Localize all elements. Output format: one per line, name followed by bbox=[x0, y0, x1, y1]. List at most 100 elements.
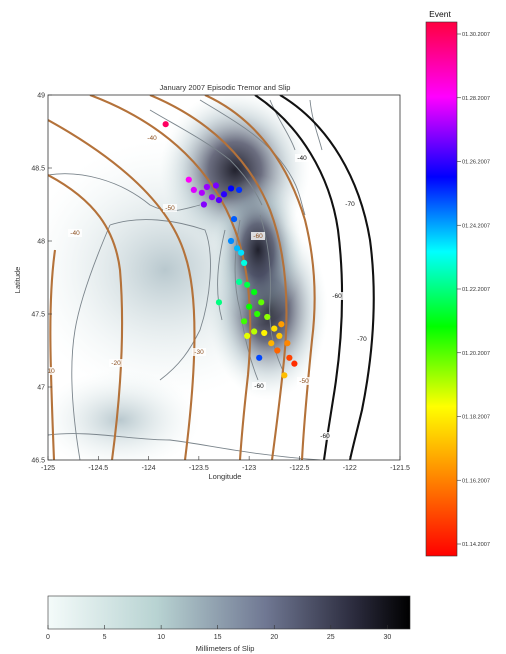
tremor-event-point bbox=[162, 121, 169, 128]
y-tick-label: 46.5 bbox=[31, 458, 45, 465]
slip-colorbar-label: Millimeters of Slip bbox=[196, 644, 255, 653]
tremor-event-point bbox=[203, 183, 211, 191]
event-tick-label: 01.14.2007 bbox=[462, 542, 490, 548]
slab-contour-label: -60 bbox=[251, 232, 265, 240]
tremor-event-point bbox=[215, 197, 223, 204]
slip-contour-label: -60 bbox=[252, 382, 266, 390]
y-tick-label: 48.5 bbox=[31, 166, 45, 173]
plot-area: -10 -20 -30 -40 -50 -60 -50 -40 -40 -60 … bbox=[45, 95, 400, 460]
slab-contour-label: -50 bbox=[297, 377, 311, 385]
tremor-event-point bbox=[251, 328, 258, 335]
tremor-event-point bbox=[241, 318, 248, 325]
slip-contour-70 bbox=[279, 95, 375, 460]
slab-contour-50 bbox=[149, 95, 288, 460]
tremor-event-point bbox=[230, 216, 238, 223]
slip-tick-label: 0 bbox=[46, 634, 50, 641]
hood-canal bbox=[217, 229, 226, 321]
event-colorbar-title: Event bbox=[429, 9, 451, 19]
tremor-event-point bbox=[200, 201, 207, 208]
y-axis-ticks: 49 48.5 48 47.5 47 46.5 bbox=[31, 93, 52, 465]
coastline-west bbox=[71, 224, 111, 460]
tremor-event-point bbox=[241, 259, 248, 266]
tremor-event-point bbox=[256, 354, 263, 361]
slab-contour-label-text: -40 bbox=[147, 135, 157, 142]
tremor-event-point bbox=[227, 237, 235, 245]
slab-contour-label-text: -20 bbox=[111, 360, 121, 367]
tremor-event-point bbox=[235, 278, 243, 285]
x-tick-label: -124.5 bbox=[88, 465, 108, 472]
x-axis-label: Longitude bbox=[209, 472, 242, 481]
tremor-events bbox=[162, 121, 298, 379]
tremor-event-point bbox=[286, 354, 293, 361]
tremor-event-point bbox=[237, 249, 245, 256]
slab-contour-10 bbox=[49, 249, 57, 460]
slab-contour-label-text: -50 bbox=[165, 205, 175, 212]
figure-title: January 2007 Episodic Tremor and Slip bbox=[160, 83, 291, 92]
columbia-river bbox=[48, 433, 321, 460]
coastline-outer-north bbox=[48, 173, 201, 212]
tremor-event-point bbox=[264, 313, 271, 321]
event-tick-label: 01.24.2007 bbox=[462, 223, 490, 229]
x-axis-ticks: -125 -124.5 -124 -123.5 -123 -122.5 -122 -121.5 bbox=[41, 456, 410, 472]
tremor-event-point bbox=[185, 176, 192, 183]
event-tick-label: 01.16.2007 bbox=[462, 478, 490, 484]
tremor-event-point bbox=[254, 310, 261, 318]
tremor-event-point bbox=[227, 185, 235, 192]
slip-contour-label: -40 bbox=[295, 154, 309, 162]
tremor-event-point bbox=[220, 191, 228, 198]
y-axis-label: Latitude bbox=[13, 267, 22, 294]
slip-contour-label-text: -60 bbox=[320, 433, 330, 440]
slab-contour-label: -10 bbox=[45, 367, 57, 375]
slip-contour-60 bbox=[254, 95, 344, 460]
tremor-event-point bbox=[284, 340, 291, 347]
event-tick-label: 01.30.2007 bbox=[462, 32, 490, 38]
slip-colorbar-ticks: 0 5 10 15 20 25 30 bbox=[46, 625, 391, 641]
tremor-event-point bbox=[258, 299, 265, 306]
y-tick-label: 48 bbox=[37, 239, 45, 246]
event-colorbar bbox=[425, 21, 458, 557]
tremor-event-point bbox=[281, 372, 288, 379]
slip-contour-label: -60 bbox=[330, 292, 344, 300]
y-tick-label: 49 bbox=[37, 93, 45, 100]
tremor-event-point bbox=[190, 186, 197, 193]
y-tick-label: 47.5 bbox=[31, 312, 45, 319]
event-tick-label: 01.18.2007 bbox=[462, 415, 490, 421]
slip-contour-label: -70 bbox=[355, 335, 369, 343]
puget-sound-east bbox=[259, 214, 286, 376]
event-tick-label: 01.20.2007 bbox=[462, 351, 490, 357]
slip-colorbar bbox=[47, 595, 411, 630]
slip-tick-label: 20 bbox=[270, 634, 278, 641]
slip-contour-label-text: -60 bbox=[254, 383, 264, 390]
slip-tick-label: 5 bbox=[103, 634, 107, 641]
tremor-event-point bbox=[235, 186, 243, 193]
slab-contour-20 bbox=[48, 174, 124, 460]
slab-contour-60 bbox=[204, 95, 316, 460]
slip-tick-label: 10 bbox=[157, 634, 165, 641]
y-tick-label: 47 bbox=[37, 385, 45, 392]
coastlines bbox=[48, 99, 323, 460]
tremor-event-point bbox=[278, 321, 285, 328]
coastline-olympic bbox=[109, 219, 211, 381]
slab-contour-label: -50 bbox=[163, 204, 177, 212]
slip-depth-contours bbox=[254, 95, 375, 460]
slab-contour-label-text: -10 bbox=[45, 368, 55, 375]
tremor-event-point bbox=[261, 329, 268, 337]
tremor-event-point bbox=[244, 281, 251, 288]
slip-contour-label: -60 bbox=[318, 432, 332, 440]
slip-tick-label: 25 bbox=[327, 634, 335, 641]
slip-halo-south bbox=[48, 370, 200, 460]
slip-tick-label: 30 bbox=[383, 634, 391, 641]
x-tick-label: -123 bbox=[242, 465, 256, 472]
slab-contour-40 bbox=[89, 95, 252, 460]
slab-contour-30 bbox=[48, 119, 196, 460]
slip-tick-label: 15 bbox=[214, 634, 222, 641]
slab-contour-label: -40 bbox=[145, 134, 159, 142]
tremor-event-point bbox=[198, 189, 205, 196]
tremor-event-point bbox=[215, 299, 223, 306]
slip-contour-label-text: -70 bbox=[345, 201, 355, 208]
x-tick-label: -123.5 bbox=[189, 465, 209, 472]
inlet-1 bbox=[269, 99, 296, 151]
slab-contour-label-text: -50 bbox=[299, 378, 309, 385]
x-tick-label: -125 bbox=[41, 465, 55, 472]
